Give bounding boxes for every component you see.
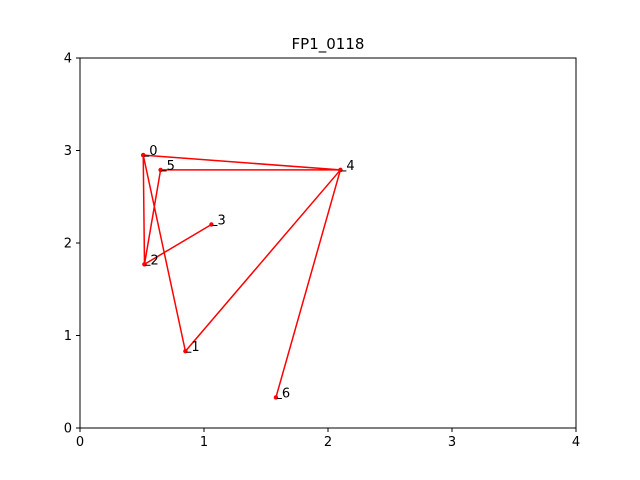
axis-layer: 0 1 2 3 4 0 1 2 3 4 — [64, 52, 580, 451]
y-tick-label: 4 — [64, 52, 72, 67]
point-label: 1 — [191, 340, 199, 355]
x-tick-label: 3 — [448, 435, 456, 450]
data-point-marker — [338, 167, 343, 173]
data-point-marker — [141, 152, 146, 158]
data-point-marker — [209, 222, 214, 227]
point-label: 0 — [149, 144, 157, 159]
data-point-marker — [273, 395, 279, 400]
y-tick-label: 0 — [64, 422, 72, 437]
point-label: 3 — [217, 214, 225, 229]
x-tick-label: 0 — [76, 435, 84, 450]
data-point-marker — [142, 262, 147, 267]
data-point-marker — [183, 349, 188, 354]
series-line — [142, 154, 342, 398]
y-tick-label: 3 — [64, 144, 72, 159]
point-label: 4 — [346, 159, 354, 174]
y-tick-label: 2 — [64, 237, 72, 252]
x-tick-label: 4 — [572, 435, 580, 450]
point-label-layer: 0 4 1 2 3 5 6 — [144, 144, 355, 401]
chart-title: FP1_0118 — [292, 35, 365, 54]
x-tick-label: 2 — [324, 435, 332, 450]
y-tick-label: 1 — [64, 329, 72, 344]
point-label: 5 — [167, 159, 175, 174]
x-tick-label: 1 — [200, 435, 208, 450]
point-label: 6 — [282, 386, 290, 401]
point-label: 2 — [150, 253, 158, 268]
data-point-marker — [158, 167, 163, 173]
